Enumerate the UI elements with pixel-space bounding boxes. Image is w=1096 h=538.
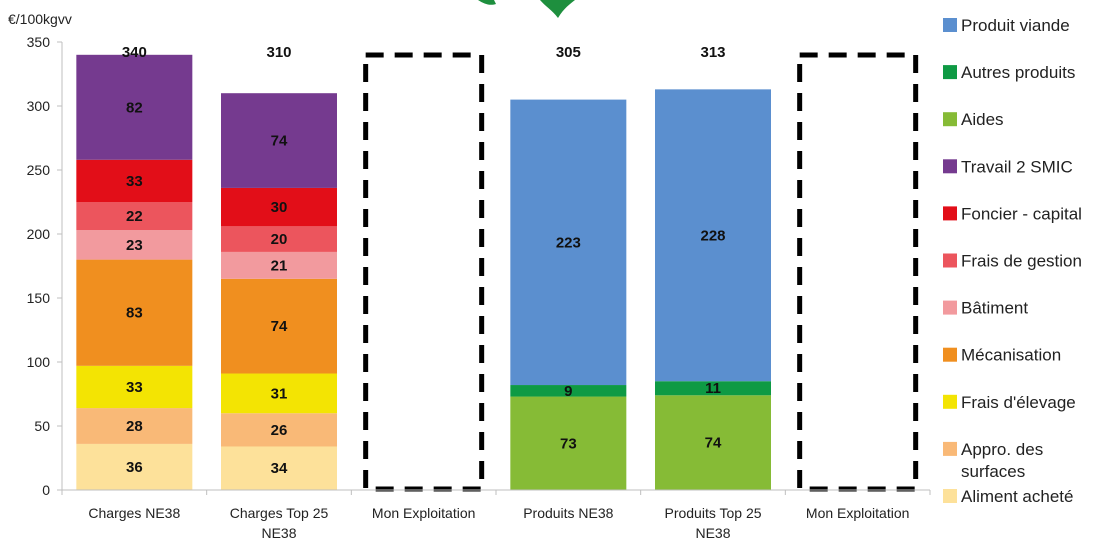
- legend-label: Produit viande: [961, 16, 1070, 35]
- x-tick-label: Mon Exploitation: [372, 505, 476, 521]
- x-tick-label: Produits Top 25: [664, 505, 761, 521]
- data-label: 83: [126, 305, 143, 322]
- x-tick-label: Charges NE38: [88, 505, 180, 521]
- data-label: 23: [126, 237, 143, 254]
- logo-fragment: [478, 0, 575, 18]
- bar-segment: [655, 89, 771, 382]
- data-label: 33: [126, 379, 143, 396]
- y-tick-label: 350: [27, 34, 51, 50]
- x-tick-label: Mon Exploitation: [806, 505, 910, 521]
- legend-label: Mécanisation: [961, 346, 1061, 365]
- legend-swatch: [943, 394, 957, 409]
- legend-swatch: [943, 18, 957, 32]
- bar-segment: [76, 159, 193, 202]
- y-axis-label: €/100kgvv: [8, 11, 72, 27]
- data-label: 223: [556, 234, 581, 251]
- legend-label: Aliment acheté: [961, 487, 1073, 506]
- bar-segment: [221, 413, 337, 447]
- bar-segment: [76, 365, 193, 409]
- bar-segment: [76, 443, 193, 490]
- bar-segment: [76, 259, 193, 366]
- bar-segment: [510, 385, 627, 397]
- data-label: 11: [705, 380, 721, 397]
- y-tick-label: 150: [27, 290, 51, 306]
- y-tick-label: 300: [27, 98, 51, 114]
- legend-swatch: [943, 347, 957, 362]
- bar-segment: [221, 446, 337, 490]
- data-label: 74: [271, 318, 288, 335]
- legend-label: Frais de gestion: [961, 252, 1082, 271]
- bar-segment: [76, 54, 193, 160]
- bar-segment: [221, 373, 337, 414]
- bar-segment: [655, 381, 771, 396]
- empty-dashed-bar: [363, 52, 485, 492]
- y-tick-label: 50: [34, 418, 50, 434]
- legend-label: Frais d'élevage: [961, 393, 1076, 412]
- total-labels: 340 310 305 313: [122, 44, 726, 61]
- legend-label: Foncier - capital: [961, 204, 1082, 223]
- legend-label: Travail 2 SMIC: [961, 157, 1073, 176]
- legend-label: Aides: [961, 110, 1004, 129]
- total-label: 313: [700, 44, 725, 61]
- y-tick-label: 250: [27, 162, 51, 178]
- data-label: 20: [271, 231, 288, 248]
- total-label: 340: [122, 44, 147, 61]
- legend-swatch: [943, 489, 957, 503]
- x-axis: Charges NE38 Charges Top 25 NE38 Mon Exploi…: [61, 489, 931, 538]
- bar-segment: [76, 230, 193, 260]
- x-tick-label: Charges Top 25: [230, 505, 329, 521]
- data-label: 228: [700, 227, 725, 244]
- data-label: 73: [560, 435, 577, 452]
- bar-segment: [221, 226, 337, 252]
- legend-swatch: [943, 441, 957, 456]
- legend-swatch: [943, 206, 957, 221]
- data-label: 30: [271, 199, 288, 216]
- legend-label: Autres produits: [961, 63, 1075, 82]
- legend-label: Appro. des: [961, 440, 1043, 459]
- y-tick-label: 100: [27, 354, 51, 370]
- x-tick-label: Produits NE38: [523, 505, 613, 521]
- data-label: 22: [126, 208, 143, 225]
- bar-segment: [655, 395, 771, 490]
- bar-segment: [76, 202, 193, 231]
- y-axis: 0 50 100 150 200 250 300 350: [27, 34, 63, 498]
- data-labels: 36 28 33 83 23 22 33 82 34 26 31 74 21 20 30 74 73 9 223 74…: [126, 99, 726, 477]
- x-tick-label: NE38: [261, 525, 296, 538]
- bar-segment: [221, 278, 337, 374]
- bar-segment: [510, 396, 627, 490]
- legend-swatch: [943, 65, 957, 80]
- x-tick-label: NE38: [695, 525, 730, 538]
- data-label: 31: [271, 385, 288, 402]
- bar-segment: [221, 251, 337, 279]
- bar-segment: [510, 99, 627, 386]
- legend: Produit viande Autres produits Aides Travai…: [943, 16, 1082, 506]
- bar-segment: [221, 93, 337, 188]
- data-label: 82: [126, 99, 143, 116]
- y-tick-label: 200: [27, 226, 51, 242]
- legend-swatch: [943, 300, 957, 315]
- empty-dashed-bar: [797, 52, 919, 492]
- data-label: 34: [271, 460, 288, 477]
- data-label: 36: [126, 459, 143, 476]
- legend-swatch: [943, 253, 957, 268]
- data-label: 33: [126, 173, 143, 190]
- legend-label: Bâtiment: [961, 299, 1028, 318]
- total-label: 310: [266, 44, 291, 61]
- legend-swatch: [943, 112, 957, 127]
- data-label: 9: [564, 383, 572, 400]
- total-label: 305: [556, 44, 581, 61]
- data-label: 21: [271, 257, 288, 274]
- bars: [76, 52, 919, 492]
- data-label: 28: [126, 418, 143, 435]
- bar-segment: [221, 187, 337, 227]
- data-label: 26: [271, 422, 288, 439]
- data-label: 74: [271, 133, 288, 150]
- legend-label: surfaces: [961, 462, 1025, 481]
- data-label: 74: [705, 435, 722, 452]
- legend-swatch: [943, 159, 957, 174]
- bar-segment: [76, 408, 193, 444]
- y-tick-label: 0: [42, 482, 50, 498]
